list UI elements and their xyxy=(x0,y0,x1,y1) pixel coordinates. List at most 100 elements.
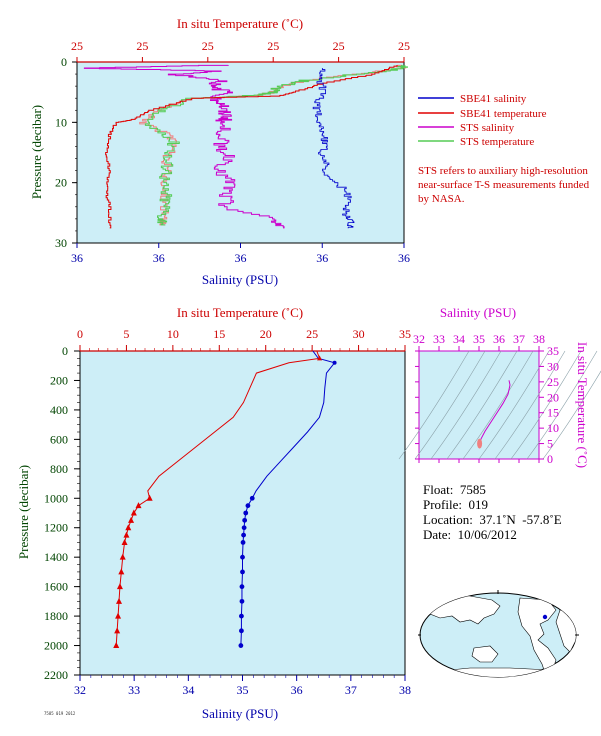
bottom-temp-tick-label: 15 xyxy=(213,327,225,341)
top-plot-area xyxy=(76,61,405,244)
salinity-marker xyxy=(241,532,246,538)
top-temp-tick-label: 25 xyxy=(267,39,279,53)
ts-temp-tick-label: 20 xyxy=(547,390,559,404)
bottom-pressure-tick-label: 1600 xyxy=(44,580,68,594)
density-contour xyxy=(526,350,598,460)
ts-deep-cluster xyxy=(477,438,483,449)
top-temp-tick-label: 25 xyxy=(202,39,214,53)
bottom-salinity-tick-label: 33 xyxy=(128,683,140,697)
bottom-temp-tick-label: 30 xyxy=(353,327,365,341)
bottom-pressure-axis-label: Pressure (decibar) xyxy=(16,465,31,559)
bottom-pressure-tick-label: 1200 xyxy=(44,521,68,535)
legend-sbe41-salinity: SBE41 salinity xyxy=(460,93,527,105)
temperature-marker xyxy=(317,355,323,361)
ts-temp-tick-label: 30 xyxy=(547,359,559,373)
bottom-pressure-tick-label: 200 xyxy=(50,373,68,387)
bottom-pressure-tick-label: 2000 xyxy=(44,639,68,653)
bottom-temp-tick-label: 5 xyxy=(123,327,129,341)
top-salinity-tick-label: 36 xyxy=(398,251,410,265)
temperature-marker xyxy=(135,502,142,509)
ts-salinity-tick-label: 35 xyxy=(473,332,485,346)
ts-temperature-axis-label: In situ Temperature (˚C) xyxy=(575,342,590,468)
bottom-temp-tick-label: 0 xyxy=(77,327,83,341)
sts-note: STS refers to auxiliary high-resolution … xyxy=(418,165,590,205)
salinity-marker xyxy=(238,643,244,648)
temperature-marker xyxy=(146,494,153,501)
temperature-marker xyxy=(115,612,122,619)
top-temp-tick-label: 25 xyxy=(333,39,345,53)
salinity-marker xyxy=(239,628,244,634)
temperature-marker xyxy=(113,642,120,649)
sbe41-temperature-line xyxy=(105,65,398,229)
top-temp-axis-label: In situ Temperature (˚C) xyxy=(177,16,303,31)
bottom-temp-tick-label: 35 xyxy=(399,327,411,341)
top-salinity-axis-label: Salinity (PSU) xyxy=(202,272,278,287)
salinity-marker xyxy=(239,598,245,604)
footer-id: 7585 019 2012 xyxy=(44,711,76,716)
temperature-marker xyxy=(116,583,123,590)
temperature-marker xyxy=(119,553,126,560)
location: Location: 37.1˚N -57.8˚E xyxy=(423,512,562,527)
salinity-profile-line xyxy=(240,350,336,646)
legend-sts-temperature: STS temperature xyxy=(460,136,534,148)
ts-temp-tick-label: 0 xyxy=(547,452,553,466)
top-temp-tick-label: 25 xyxy=(136,39,148,53)
bottom-pressure-tick-label: 1000 xyxy=(44,491,68,505)
sts-salinity-line xyxy=(83,64,285,229)
salinity-marker xyxy=(242,517,248,523)
density-contour xyxy=(462,350,534,460)
legend-sts-salinity: STS salinity xyxy=(460,122,515,134)
bottom-pressure-tick-label: 600 xyxy=(50,432,68,446)
density-contour xyxy=(542,370,601,460)
legend-sbe41-temperature: SBE41 temperature xyxy=(460,108,547,120)
temperature-marker xyxy=(116,597,122,604)
salinity-marker xyxy=(243,510,249,516)
temperature-marker xyxy=(125,524,132,531)
salinity-marker xyxy=(245,503,251,509)
salinity-marker xyxy=(240,540,246,545)
ts-salinity-tick-label: 36 xyxy=(493,332,505,346)
temperature-marker xyxy=(123,531,130,538)
bottom-pressure-tick-label: 1800 xyxy=(44,609,68,623)
density-contour xyxy=(398,350,470,460)
density-contour xyxy=(510,350,582,460)
float-location-marker xyxy=(542,614,548,620)
bottom-pressure-tick-label: 400 xyxy=(50,403,68,417)
world-map xyxy=(418,590,579,678)
bottom-chart: In situ Temperature (˚C) Salinity (PSU) … xyxy=(16,305,411,721)
density-contour xyxy=(430,350,502,460)
float-info: Float: 7585 Profile: 019 Location: 37.1˚… xyxy=(423,482,562,542)
density-contour xyxy=(478,350,550,460)
bottom-salinity-tick-label: 37 xyxy=(345,683,357,697)
salinity-marker xyxy=(332,360,337,365)
density-contour xyxy=(414,350,486,460)
bottom-temp-tick-label: 20 xyxy=(260,327,272,341)
bottom-temp-axis-label: In situ Temperature (˚C) xyxy=(177,305,303,320)
temperature-marker xyxy=(118,568,125,575)
ts-temp-tick-label: 15 xyxy=(547,406,559,420)
top-temp-tick-label: 25 xyxy=(398,39,410,53)
top-pressure-tick-label: 0 xyxy=(61,55,67,69)
top-pressure-tick-label: 10 xyxy=(55,115,67,129)
sts-temperature-line xyxy=(144,64,408,226)
bottom-pressure-tick-label: 2200 xyxy=(44,668,68,682)
density-contour xyxy=(446,350,518,460)
ts-salinity-tick-label: 37 xyxy=(513,332,525,346)
bottom-salinity-tick-label: 34 xyxy=(182,683,194,697)
ts-salinity-tick-label: 33 xyxy=(433,332,445,346)
top-salinity-tick-label: 36 xyxy=(71,251,83,265)
top-salinity-tick-label: 36 xyxy=(153,251,165,265)
sbe41-salinity-line xyxy=(312,68,355,229)
top-temp-tick-label: 25 xyxy=(71,39,83,53)
bottom-salinity-tick-label: 35 xyxy=(237,683,249,697)
top-salinity-tick-label: 36 xyxy=(316,251,328,265)
salinity-marker xyxy=(239,613,244,619)
salinity-marker xyxy=(241,525,247,531)
bottom-temp-tick-label: 10 xyxy=(167,327,179,341)
temperature-marker xyxy=(128,516,135,523)
temperature-marker xyxy=(121,538,128,545)
ts-temp-tick-label: 5 xyxy=(547,437,553,451)
ts-temp-tick-label: 35 xyxy=(547,344,559,358)
bottom-salinity-axis-label: Salinity (PSU) xyxy=(202,706,278,721)
density-contour xyxy=(494,350,566,460)
